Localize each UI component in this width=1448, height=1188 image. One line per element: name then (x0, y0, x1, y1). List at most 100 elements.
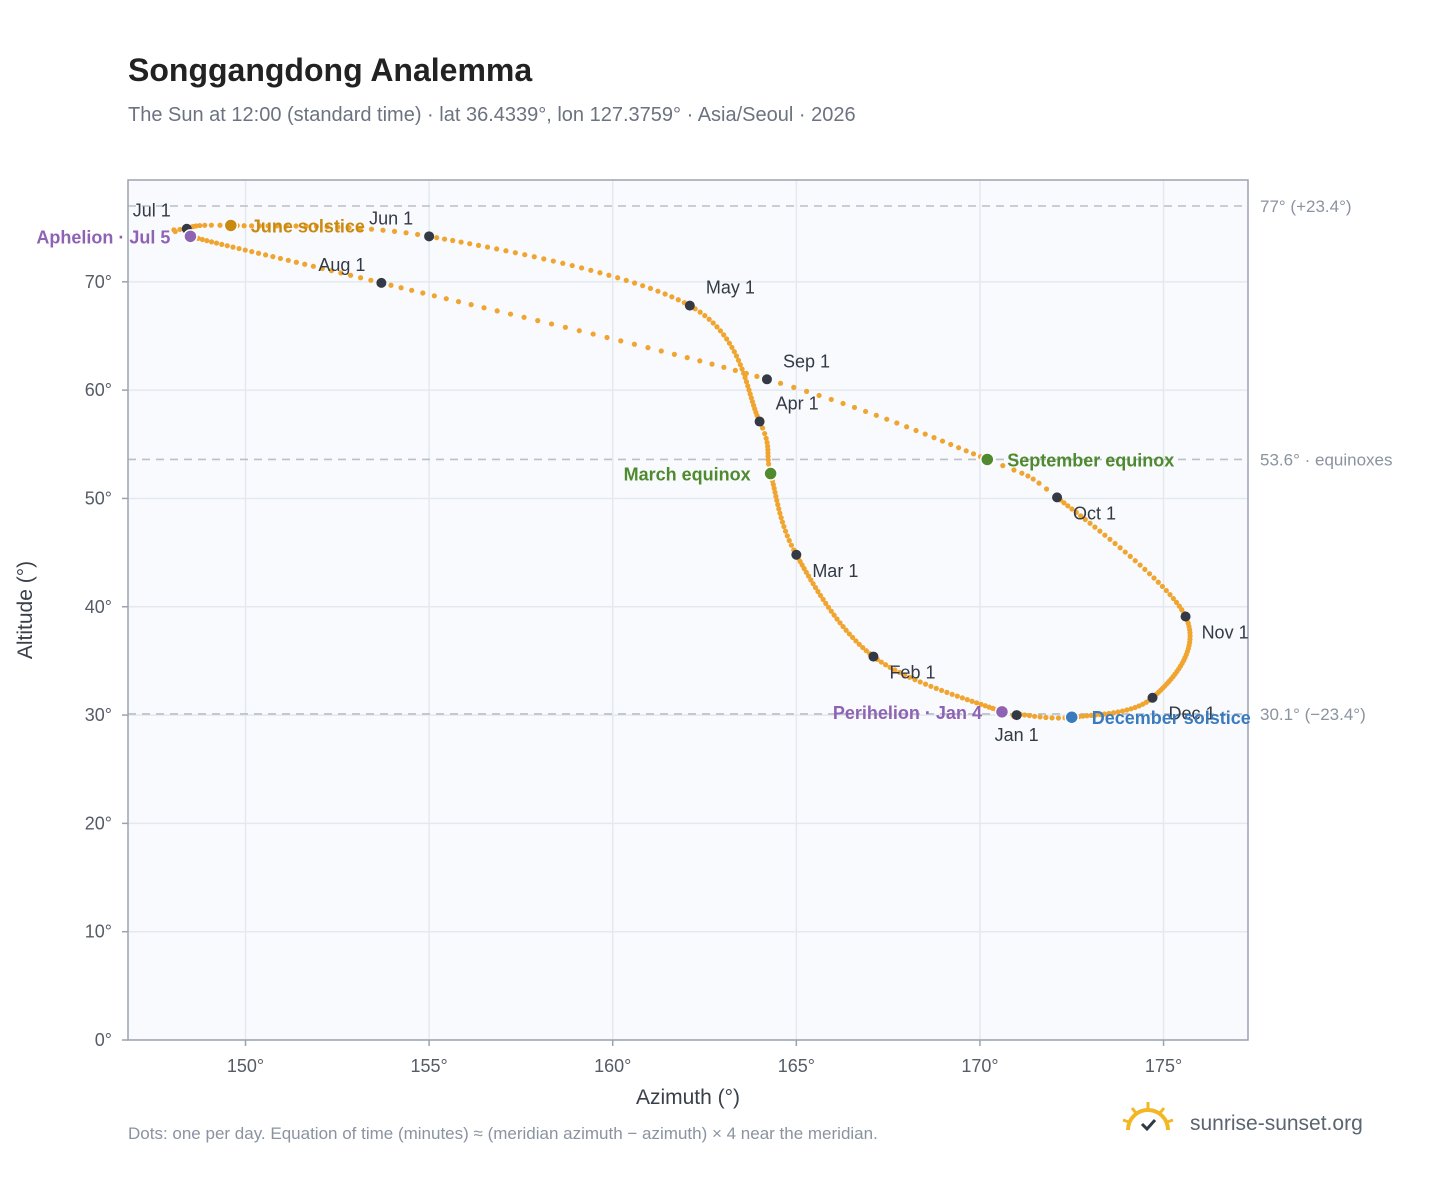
day-dot (697, 358, 703, 364)
month-marker-label: Sep 1 (783, 351, 830, 371)
day-dot (262, 252, 269, 258)
day-dot (724, 336, 730, 342)
x-tick-label: 170° (961, 1056, 998, 1076)
day-dot (335, 224, 341, 230)
day-dot (772, 489, 778, 495)
day-dot (270, 254, 276, 260)
day-dot (1065, 503, 1071, 509)
day-dot (828, 608, 834, 614)
x-tick-label: 160° (594, 1056, 631, 1076)
day-dot (759, 425, 766, 431)
day-dot (964, 697, 970, 703)
month-marker-dot (1011, 710, 1022, 721)
day-dot (618, 338, 624, 344)
day-dot (1092, 712, 1099, 718)
day-dot (986, 704, 992, 710)
day-dot (230, 244, 236, 250)
event-marker-label: March equinox (624, 465, 751, 485)
day-dot (655, 288, 661, 294)
event-marker-dot (1064, 709, 1079, 725)
day-dot (1112, 540, 1118, 547)
day-dot (293, 259, 299, 265)
x-tick-label: 155° (410, 1056, 447, 1076)
y-tick-label: 20° (85, 813, 112, 833)
day-dot (357, 275, 364, 281)
day-dot (762, 430, 768, 437)
day-dot (255, 250, 262, 256)
day-dot (380, 227, 386, 233)
day-dot (742, 374, 748, 381)
day-dot (1025, 473, 1031, 479)
day-dot (748, 395, 754, 401)
day-dot (177, 226, 183, 233)
day-dot (1110, 710, 1117, 716)
reference-line-label: 30.1° (−23.4°) (1260, 705, 1366, 724)
month-marker-dot (754, 416, 765, 427)
day-dot (1128, 706, 1134, 712)
day-dot (434, 235, 440, 241)
day-dot (1037, 714, 1043, 720)
day-dot (777, 510, 783, 516)
day-dot (1142, 566, 1148, 573)
day-dot (1078, 513, 1084, 519)
day-dot (706, 316, 712, 322)
month-marker-label: Apr 1 (776, 394, 819, 414)
day-dot (357, 225, 363, 231)
day-dot (1061, 500, 1067, 506)
day-dot (717, 328, 724, 334)
day-dot (249, 223, 255, 229)
day-dot (662, 291, 668, 297)
day-dot (548, 321, 555, 327)
event-marker-label: December solstice (1092, 708, 1251, 728)
day-dot (1117, 545, 1123, 551)
day-dot (766, 461, 772, 467)
day-dot (1115, 709, 1121, 715)
day-dot (202, 222, 208, 228)
day-dot (1019, 470, 1025, 476)
day-dot (737, 362, 743, 368)
day-dot (468, 302, 474, 308)
day-dot (569, 262, 575, 269)
chart-subtitle: The Sun at 12:00 (standard time) · lat 3… (128, 104, 856, 126)
day-dot (784, 533, 790, 539)
day-dot (851, 404, 858, 411)
month-marker-dot (1052, 492, 1063, 503)
month-marker-label: Oct 1 (1073, 503, 1116, 523)
day-dot (535, 318, 541, 324)
day-dot (1167, 591, 1173, 598)
day-dot (743, 379, 750, 385)
day-dot (236, 245, 242, 252)
day-dot (631, 280, 638, 286)
day-dot (1043, 714, 1049, 721)
day-dot (834, 616, 840, 622)
brand-logo[interactable]: sunrise-sunset.org (1120, 1100, 1400, 1148)
day-dot (860, 644, 866, 651)
event-marker-dot (223, 218, 239, 233)
day-dot (904, 424, 910, 430)
day-dot (274, 223, 280, 229)
day-dot (710, 320, 716, 326)
day-dot (409, 287, 415, 293)
day-dot (522, 252, 528, 258)
day-dot (512, 250, 518, 256)
day-dot (640, 283, 646, 289)
day-dot (431, 293, 437, 299)
x-axis-ticks: 150° 155° 160° 165° 170° 175° (227, 1040, 1182, 1076)
reference-line-label: 53.6° · equinoxes (1260, 450, 1393, 469)
day-dot (1106, 710, 1112, 717)
day-dot (831, 612, 837, 618)
day-dot (1084, 713, 1090, 719)
day-dot (1124, 707, 1130, 713)
month-marker-dot (1180, 611, 1191, 622)
day-dot (816, 392, 822, 399)
month-marker-dot (424, 231, 435, 242)
day-dot (597, 270, 603, 276)
y-tick-label: 10° (85, 922, 112, 942)
day-dot (684, 355, 690, 361)
day-dot (863, 648, 869, 654)
chart-title: Songgangdong Analemma (128, 52, 533, 88)
month-marker-label: Nov 1 (1202, 622, 1249, 642)
day-dot (507, 311, 514, 317)
day-dot (862, 408, 869, 415)
day-dot (873, 412, 879, 418)
